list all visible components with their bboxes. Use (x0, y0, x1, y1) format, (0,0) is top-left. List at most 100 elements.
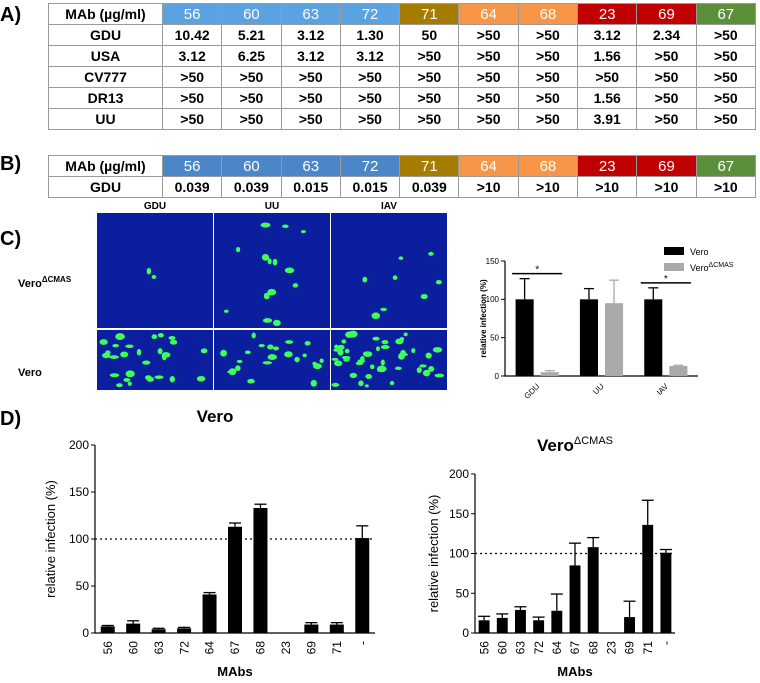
stained-cell (398, 256, 404, 260)
error-bar (178, 626, 191, 629)
y-tick-label: 150 (486, 257, 500, 266)
cell: >50 (517, 108, 579, 130)
stained-cell (262, 318, 273, 323)
y-tick-label: 50 (490, 333, 499, 342)
cell: 1.56 (577, 45, 638, 67)
panel-label: A) (0, 4, 22, 26)
stained-cell (146, 376, 155, 382)
stained-cell (267, 258, 272, 265)
cell: >50 (339, 108, 401, 130)
x-tick-label: IAV (655, 381, 671, 397)
cell: 3.12 (577, 24, 638, 46)
error-bar (496, 613, 509, 618)
image-column-label: IAV (381, 201, 397, 212)
cell: >50 (221, 87, 282, 109)
stained-cell (380, 307, 387, 312)
cell: >50 (636, 87, 697, 109)
header-cell: MAb (µg/ml) (48, 3, 163, 25)
cell: >50 (280, 87, 341, 109)
micrograph (97, 330, 213, 390)
stained-cell (434, 373, 445, 378)
x-tick-label: 64 (550, 641, 564, 655)
cell: 0.039 (161, 176, 223, 198)
cell: 0.015 (280, 176, 341, 198)
cell: >50 (280, 108, 341, 130)
stained-cell (349, 372, 358, 379)
stained-cell (369, 364, 375, 370)
header-cell: 67 (695, 155, 756, 177)
stained-cell (381, 340, 389, 345)
x-tick-label: 68 (254, 641, 268, 655)
stained-cell (251, 332, 256, 339)
header-cell: 56 (161, 155, 223, 177)
x-tick-label: 67 (568, 641, 582, 655)
stained-cell (435, 280, 442, 285)
chart-title: VeroΔCMAS (537, 435, 613, 455)
stained-cell (142, 360, 151, 365)
stained-cell (331, 382, 340, 387)
legend-superscript: ΔCMAS (709, 262, 734, 269)
stained-cell (154, 375, 164, 379)
stained-cell (380, 359, 385, 366)
stained-cell (116, 383, 123, 388)
label-text: Vero (18, 278, 42, 290)
error-bar (623, 600, 636, 618)
cell: >50 (221, 108, 282, 130)
cell: >50 (280, 66, 341, 88)
table: MAb (µg/ml) 56 60 63 72 71 64 68 23 69 67 GDU 0.039 0… (48, 155, 756, 198)
bar (355, 538, 370, 633)
y-tick-label: 0 (82, 626, 89, 640)
error-bar (569, 542, 581, 566)
cell: 10.42 (161, 24, 223, 46)
stained-cell (244, 350, 251, 355)
x-tick-label: 64 (203, 641, 217, 655)
error-bar (587, 536, 600, 548)
cell: >10 (695, 176, 756, 198)
stained-cell (292, 283, 299, 288)
stained-cell (331, 357, 339, 361)
stained-cell (125, 370, 135, 378)
row: USA 3.12 6.25 3.12 3.12 >50 >50 >50 1.56 >50 >50 (48, 45, 756, 67)
y-tick-label: 0 (495, 372, 500, 381)
annotation: * (535, 265, 539, 276)
panel-label: D) (0, 408, 22, 430)
error-bar (659, 548, 672, 553)
stained-cell (428, 251, 434, 256)
header-cell: 68 (517, 155, 579, 177)
cell: >50 (339, 66, 401, 88)
stained-cell (360, 356, 365, 362)
stained-cell (319, 358, 324, 364)
error-bar (609, 279, 620, 304)
stained-cell (358, 380, 364, 387)
cell: >50 (577, 66, 638, 88)
bar (669, 366, 688, 376)
stained-cell (116, 334, 122, 338)
stained-cell (425, 352, 432, 359)
error-bar (330, 622, 343, 625)
error-bar (550, 593, 563, 611)
header-cell: 71 (399, 3, 460, 25)
stained-cell (371, 312, 381, 320)
stained-cell (294, 356, 300, 363)
cell: >50 (161, 87, 223, 109)
cell: GDU (48, 176, 163, 198)
stained-cell (377, 368, 386, 373)
stained-cell (284, 351, 293, 358)
cell: >10 (517, 176, 579, 198)
x-tick-label: 63 (514, 641, 528, 655)
cell: >50 (399, 108, 460, 130)
error-bar (544, 369, 555, 373)
bar (228, 526, 242, 633)
y-tick-label: 100 (69, 532, 89, 546)
micrograph (214, 213, 330, 328)
stained-cell (157, 348, 163, 355)
cell: >10 (636, 176, 697, 198)
stained-cell (341, 339, 347, 344)
stained-cell (220, 349, 227, 357)
panel-label: C) (0, 228, 22, 250)
x-tick-label: 60 (126, 641, 140, 655)
stained-cell (263, 292, 270, 300)
bar (569, 565, 581, 633)
stained-cell (344, 348, 350, 354)
